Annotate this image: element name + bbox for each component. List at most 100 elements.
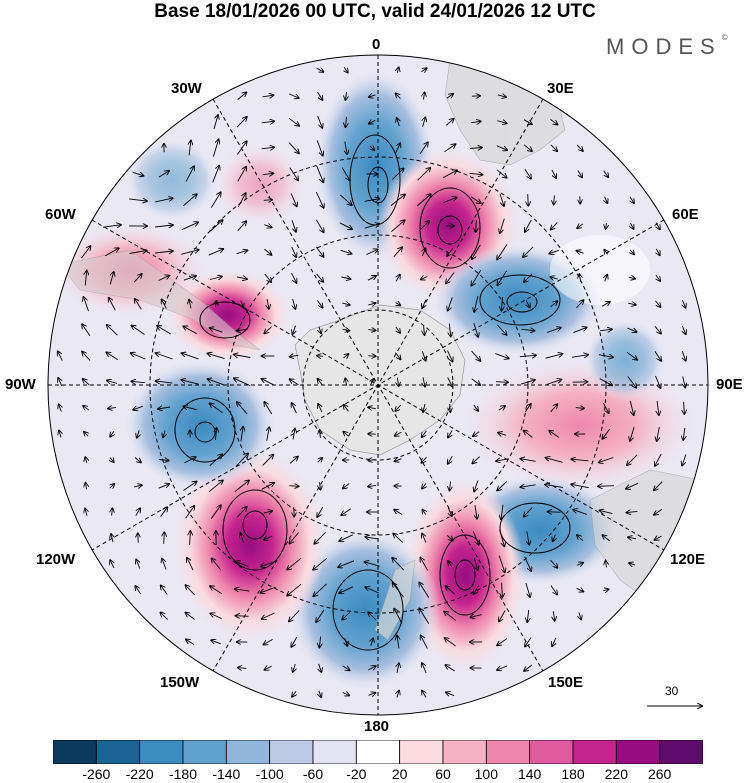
wind-vector <box>237 402 248 415</box>
wind-vector <box>523 119 532 125</box>
wind-vector <box>447 350 453 362</box>
wind-vector <box>367 276 376 281</box>
wind-vector <box>316 68 324 72</box>
wind-vector <box>293 298 296 309</box>
wind-vector <box>657 400 659 415</box>
wind-vector <box>684 401 685 414</box>
wind-vector <box>528 194 529 206</box>
lon-label-120w: 120W <box>36 551 76 568</box>
lon-label-60e: 60E <box>672 206 699 223</box>
colorbar-segment <box>485 740 531 764</box>
lon-label-60w: 60W <box>45 206 76 223</box>
wind-vector <box>338 560 355 567</box>
wind-vector <box>629 563 636 565</box>
wind-vector <box>626 482 639 489</box>
wind-vector <box>181 222 198 231</box>
wind-vector <box>263 639 273 644</box>
wind-vector <box>211 640 221 644</box>
wind-vector <box>627 376 637 387</box>
wind-vector <box>157 326 172 335</box>
wind-vector <box>656 248 660 255</box>
wind-vector <box>339 222 352 229</box>
wind-vector <box>267 299 269 309</box>
colorbar-tick-label: 100 <box>474 766 498 782</box>
wind-vector <box>210 192 220 208</box>
wind-vector <box>207 353 225 360</box>
wind-vector <box>86 483 87 490</box>
wind-vector <box>550 144 557 151</box>
near-zero-area <box>550 235 650 305</box>
wind-vector <box>573 510 587 515</box>
wind-vector <box>210 403 223 413</box>
lon-label-90w: 90W <box>5 376 36 393</box>
wind-vector <box>183 276 196 281</box>
wind-vector <box>497 95 506 97</box>
wind-vector <box>450 403 451 412</box>
wind-vector <box>342 665 349 671</box>
wind-vector <box>370 146 374 150</box>
wind-vector <box>262 379 275 386</box>
wind-vector <box>472 456 481 464</box>
wind-vector <box>472 531 479 545</box>
wind-vector <box>261 147 275 148</box>
wind-vector <box>470 196 481 203</box>
wind-vector <box>579 612 581 620</box>
wind-vector <box>135 586 142 595</box>
colorbar-segment <box>95 740 141 764</box>
wind-vector <box>261 483 275 490</box>
wind-vector <box>442 170 457 179</box>
wind-vector <box>320 482 321 489</box>
colorbar-segment <box>659 740 703 764</box>
wind-vector <box>110 458 114 463</box>
wind-vector <box>390 194 405 206</box>
wind-vector <box>501 504 503 520</box>
wind-vector <box>234 480 249 492</box>
wind-vector <box>183 326 197 335</box>
wind-vector <box>183 482 196 491</box>
wind-vector <box>83 406 90 410</box>
wind-vector <box>395 352 401 360</box>
wind-vector <box>495 353 508 359</box>
wind-vector <box>318 379 323 386</box>
wind-vector <box>501 297 502 311</box>
wind-vector <box>524 431 533 438</box>
wind-vector <box>183 406 197 411</box>
wind-vector <box>236 250 248 253</box>
wind-vector <box>450 481 451 491</box>
wind-vector <box>318 458 323 462</box>
wind-vector <box>267 427 270 441</box>
reference-vector-label: 30 <box>665 684 679 698</box>
wind-vector <box>291 636 298 647</box>
wind-vector <box>448 297 453 310</box>
wind-vector <box>288 117 299 126</box>
wind-vector <box>155 198 173 203</box>
wind-vector <box>552 637 556 646</box>
wind-vector <box>237 92 247 100</box>
wind-vector <box>606 223 607 229</box>
wind-vector <box>682 300 685 308</box>
wind-vector <box>554 195 555 204</box>
wind-vector <box>112 508 113 516</box>
wind-vector <box>107 325 118 336</box>
wind-vector <box>575 408 584 409</box>
wind-vector <box>110 560 114 569</box>
wind-vector <box>209 454 222 467</box>
wind-vector <box>155 225 173 227</box>
wind-vector <box>240 533 243 544</box>
wind-vector <box>391 220 404 233</box>
wind-vector <box>236 562 249 567</box>
wind-vector <box>630 250 634 255</box>
wind-vector <box>497 481 508 491</box>
wind-vector <box>497 121 506 124</box>
wind-vector <box>59 431 61 438</box>
colorbar-tick-label: -60 <box>302 766 324 782</box>
wind-vector <box>129 251 147 254</box>
wind-vector <box>181 250 198 255</box>
wind-vector <box>628 537 637 539</box>
wind-vector <box>525 637 532 647</box>
wind-vector <box>449 323 450 337</box>
wind-vector <box>498 433 507 436</box>
wind-vector <box>318 404 322 413</box>
wind-vector <box>317 506 324 517</box>
wind-vector <box>445 665 455 672</box>
